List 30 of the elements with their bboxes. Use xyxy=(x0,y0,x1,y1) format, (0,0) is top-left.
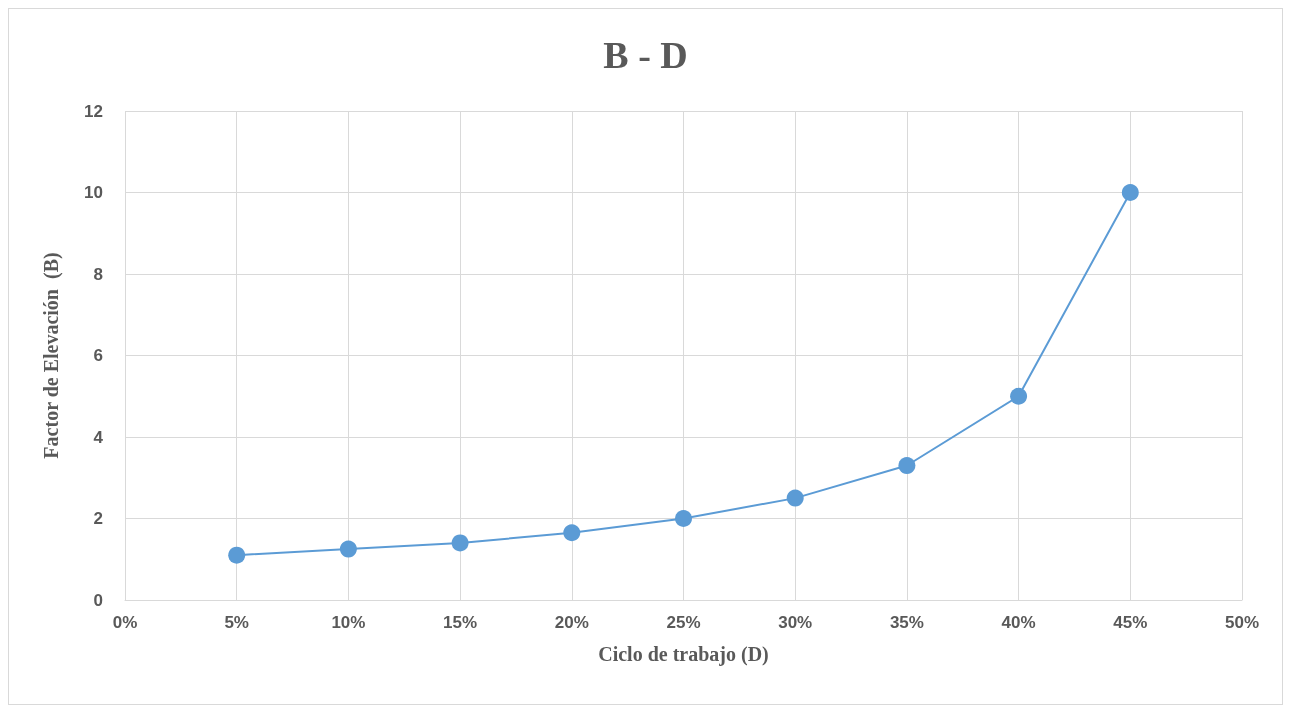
point xyxy=(786,489,804,507)
x-tick-label: 50% xyxy=(1224,613,1260,632)
x-tick-label: 45% xyxy=(1113,613,1148,632)
point xyxy=(898,457,916,475)
y-axis-title: Factor de Elevación (B) xyxy=(40,252,63,459)
x-axis-title: Ciclo de trabajo (D) xyxy=(598,643,769,666)
x-tick-label: 10% xyxy=(331,613,366,632)
x-tick-label: 30% xyxy=(778,613,813,632)
chart-title: B - D xyxy=(603,34,688,76)
point xyxy=(228,546,246,564)
point xyxy=(451,534,469,552)
point xyxy=(1121,184,1139,201)
y-tick-label: 12 xyxy=(84,101,103,121)
x-tick-label: 0% xyxy=(112,613,138,632)
point xyxy=(563,524,581,542)
x-tick-label: 25% xyxy=(666,613,701,632)
x-tick-label: 15% xyxy=(443,613,478,632)
y-tick-label: 6 xyxy=(93,346,103,365)
point xyxy=(339,540,357,558)
x-tick-label: 20% xyxy=(554,613,589,632)
x-tick-label: 40% xyxy=(1001,613,1036,632)
x-tick-label: 35% xyxy=(889,613,924,632)
y-tick-label: 2 xyxy=(93,509,103,528)
y-tick-label: 4 xyxy=(93,427,104,447)
y-tick-label: 0 xyxy=(93,590,103,610)
y-tick-label: 8 xyxy=(93,264,103,284)
y-tick-label: 10 xyxy=(84,183,103,202)
point xyxy=(675,510,692,527)
point xyxy=(1010,387,1028,405)
x-tick-label: 5% xyxy=(224,613,249,632)
